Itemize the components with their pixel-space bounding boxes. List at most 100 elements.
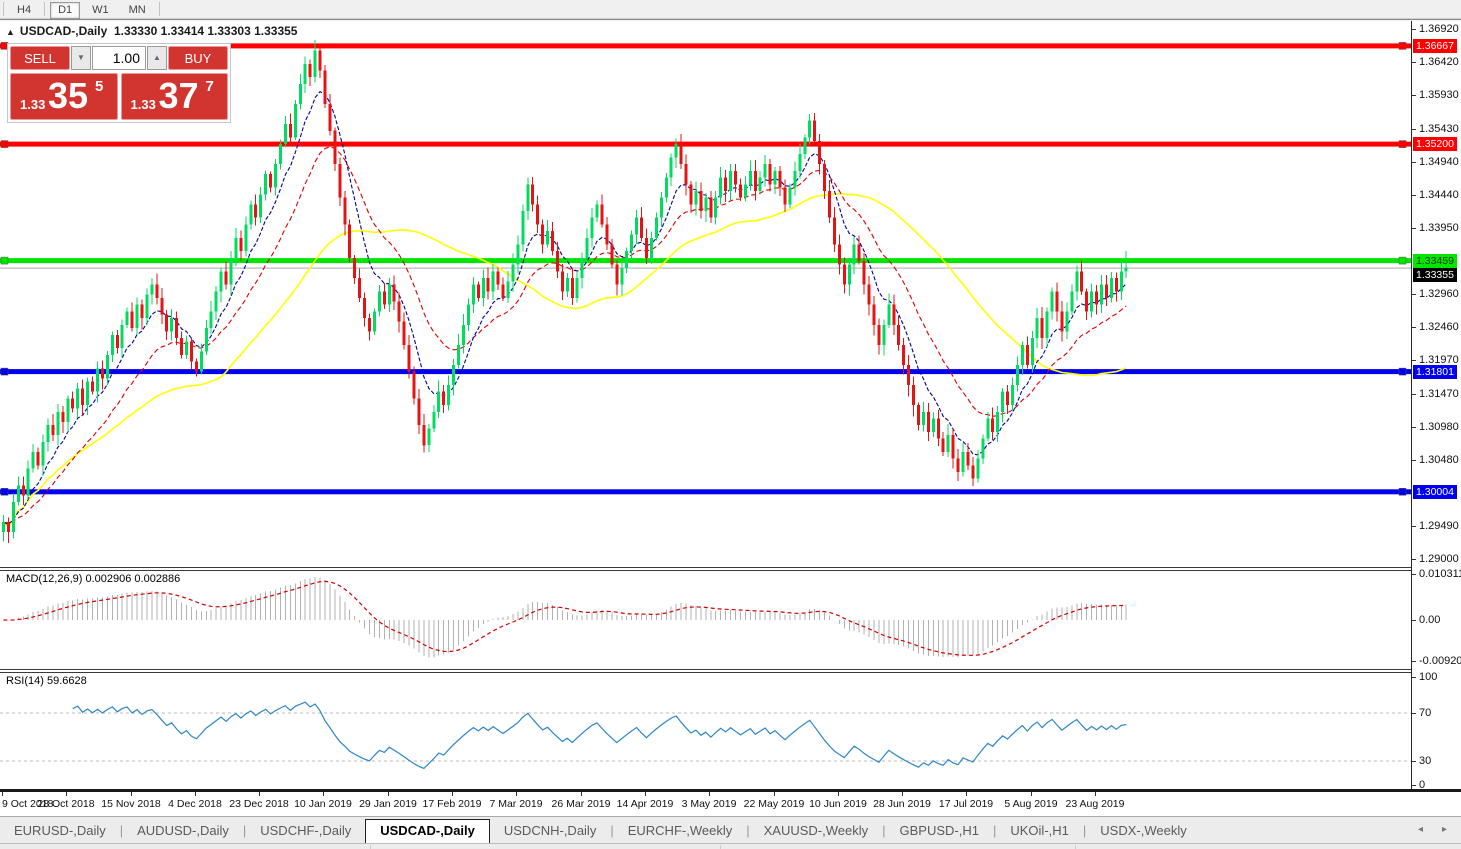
buy-button[interactable]: BUY (168, 46, 228, 70)
collapse-triangle-icon[interactable]: ▲ (6, 27, 15, 37)
buy-price-pipette: 7 (205, 78, 214, 95)
macd-canvas[interactable] (0, 571, 1411, 669)
status-separator (720, 845, 721, 849)
axis-tick (1412, 360, 1416, 361)
timeframe-button-h4[interactable]: H4 (17, 4, 32, 16)
sell-price-pipette: 5 (95, 78, 104, 95)
panel-splitter[interactable] (0, 669, 1461, 673)
price-axis-label: 1.30980 (1419, 421, 1459, 433)
date-tick (1031, 792, 1032, 796)
timeframe-button-d1[interactable]: D1 (50, 2, 81, 19)
tab-scroll-right-icon[interactable]: ▸ (1441, 824, 1447, 835)
date-tick (1095, 792, 1096, 796)
axis-tick (1412, 661, 1416, 662)
tab-separator: | (992, 823, 997, 838)
date-tick (838, 792, 839, 796)
axis-tick (1412, 62, 1416, 63)
rsi-label: RSI(14) 59.6628 (6, 675, 87, 687)
axis-tick (1412, 574, 1416, 575)
axis-tick (1412, 129, 1416, 130)
date-axis-label: 3 May 2019 (681, 798, 737, 810)
axis-tick (1412, 460, 1416, 461)
buy-price-box[interactable]: 1.33 37 7 (120, 73, 228, 120)
spinner-up-icon: ▲ (153, 53, 161, 62)
date-tick (709, 792, 710, 796)
price-axis-label: 1.35430 (1419, 123, 1459, 135)
price-chart-canvas[interactable] (0, 21, 1411, 567)
toolbar-separator (158, 1, 160, 16)
date-axis[interactable]: 9 Oct 2018 28 Oct 2018 15 Nov 2018 4 Dec 20… (0, 792, 1461, 816)
volume-decrease-button[interactable]: ▼ (71, 46, 91, 70)
toolbar-separator (3, 1, 4, 16)
volume-increase-button[interactable]: ▲ (147, 46, 167, 70)
rsi-canvas[interactable] (0, 673, 1411, 789)
macd-axis-label: 0.010311 (1419, 568, 1461, 580)
axis-tick (1412, 620, 1416, 621)
buy-price-prefix: 1.33 (130, 97, 156, 112)
chart-window-bottom-border (0, 789, 1461, 792)
tab-scroll-left-icon[interactable]: ◂ (1417, 824, 1423, 835)
price-tag: 1.35200 (1413, 137, 1457, 151)
date-axis-label: 5 Aug 2019 (1004, 798, 1058, 810)
panel-splitter[interactable] (0, 567, 1461, 571)
chart-tab[interactable]: USDCHF-,Daily (260, 823, 352, 838)
price-axis-label: 1.29000 (1419, 553, 1459, 565)
date-axis-label: 23 Aug 2019 (1065, 798, 1125, 810)
tab-separator: | (242, 823, 247, 838)
price-tag: 1.36667 (1413, 39, 1457, 53)
date-tick (516, 792, 517, 796)
status-separator (1075, 845, 1076, 849)
sell-price-box[interactable]: 1.33 35 5 (10, 73, 118, 120)
volume-input[interactable]: 1.00 (92, 46, 146, 70)
price-chart-panel: ▲ USDCAD-,Daily 1.33330 1.33414 1.33303 1… (0, 21, 1411, 567)
axis-tick (1412, 294, 1416, 295)
tab-separator: | (119, 823, 124, 838)
chart-tab[interactable]: EURUSD-,Daily (14, 823, 106, 838)
chart-tab[interactable]: GBPUSD-,H1 (899, 823, 979, 838)
chart-tab[interactable]: AUDUSD-,Daily (137, 823, 229, 838)
chart-ohlc-readout: 1.33330 1.33414 1.33303 1.33355 (113, 24, 298, 38)
sell-button[interactable]: SELL (10, 46, 70, 70)
axis-tick (1412, 785, 1416, 786)
axis-tick (1412, 394, 1416, 395)
chart-tab[interactable]: UKOil-,H1 (1010, 823, 1069, 838)
sell-price-prefix: 1.33 (20, 97, 46, 112)
date-axis-label: 4 Dec 2018 (168, 798, 222, 810)
date-tick (774, 792, 775, 796)
chart-tab[interactable]: XAUUSD-,Weekly (763, 823, 869, 838)
date-axis-label: 14 Apr 2019 (616, 798, 674, 810)
one-click-trading-panel: SELL ▼ 1.00 ▲ BUY 1.33 35 5 1.33 37 7 (7, 43, 231, 123)
axis-tick (1412, 677, 1416, 678)
price-axis-label: 1.35930 (1419, 89, 1459, 101)
status-separator (370, 845, 371, 849)
chart-tab[interactable]: EURCHF-,Weekly (627, 823, 733, 838)
axis-tick (1412, 95, 1416, 96)
date-axis-label: 28 Oct 2018 (37, 798, 95, 810)
axis-tick (1412, 327, 1416, 328)
buy-price-main: 37 (158, 75, 199, 116)
price-axis-label: 1.34940 (1419, 156, 1459, 168)
price-axis[interactable]: 1.36920 1.36420 1.35930 1.35430 1.34940 1.344… (1411, 21, 1461, 791)
status-strip (0, 843, 1461, 849)
price-tag: 1.33459 (1413, 254, 1457, 268)
timeframe-button-mn[interactable]: MN (128, 4, 146, 16)
chart-tab[interactable]: USDCAD-,Daily (365, 819, 490, 844)
toolbar-separator (44, 1, 46, 16)
date-axis-label: 17 Jul 2019 (938, 798, 994, 810)
macd-label: MACD(12,26,9) 0.002906 0.002886 (6, 573, 181, 585)
chart-tab[interactable]: USDX-,Weekly (1100, 823, 1187, 838)
date-tick (259, 792, 260, 796)
timeframe-button-w1[interactable]: W1 (92, 4, 109, 16)
axis-tick (1412, 162, 1416, 163)
date-tick (323, 792, 324, 796)
chart-title: ▲ USDCAD-,Daily 1.33330 1.33414 1.33303 1… (6, 24, 297, 38)
price-axis-label: 1.30480 (1419, 454, 1459, 466)
price-axis-label: 1.32460 (1419, 321, 1459, 333)
date-tick (195, 792, 196, 796)
price-axis-label: 1.29490 (1419, 520, 1459, 532)
chart-symbol-period: USDCAD-,Daily (19, 24, 108, 38)
date-tick (452, 792, 453, 796)
spinner-down-icon: ▼ (77, 53, 85, 62)
chart-tab[interactable]: USDCNH-,Daily (503, 823, 597, 838)
date-axis-label: 23 Dec 2018 (229, 798, 289, 810)
